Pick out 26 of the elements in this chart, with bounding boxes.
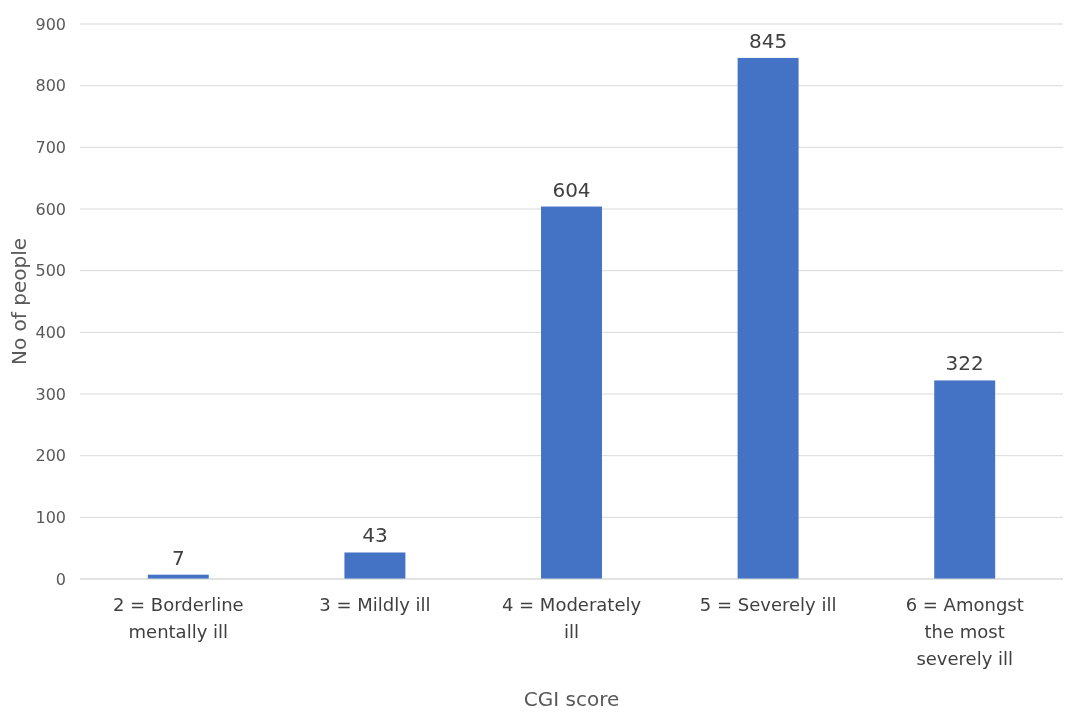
data-label: 845: [749, 28, 788, 53]
x-tick-label: 6 = Amongst the most severely ill: [905, 594, 1024, 669]
y-axis-title: No of people: [7, 238, 31, 365]
data-label: 7: [171, 545, 185, 570]
y-tick-label: 800: [35, 76, 66, 96]
y-tick-label: 300: [35, 384, 66, 404]
y-tick-label: 600: [35, 199, 66, 219]
x-tick-label: 4 = Moderately ill: [501, 594, 642, 642]
y-tick-label: 200: [35, 446, 66, 466]
bar: [934, 380, 996, 579]
data-label: 604: [552, 177, 591, 202]
bar: [344, 552, 406, 579]
y-tick-label: 500: [35, 261, 66, 281]
data-label: 43: [362, 523, 388, 548]
x-tick-label: 5 = Severely ill: [699, 594, 837, 615]
data-label: 322: [945, 351, 984, 376]
bar: [541, 206, 602, 579]
y-tick-label: 700: [35, 137, 66, 157]
y-tick-label: 400: [35, 322, 66, 342]
y-tick-label: 100: [35, 507, 66, 527]
y-tick-label: 0: [55, 569, 66, 589]
bar: [737, 57, 799, 579]
x-tick-label: 3 = Mildly ill: [319, 594, 431, 615]
x-tick-label: 2 = Borderline mentally ill: [112, 594, 244, 642]
x-axis-title: CGI score: [523, 687, 620, 711]
y-tick-label: 900: [35, 14, 66, 34]
